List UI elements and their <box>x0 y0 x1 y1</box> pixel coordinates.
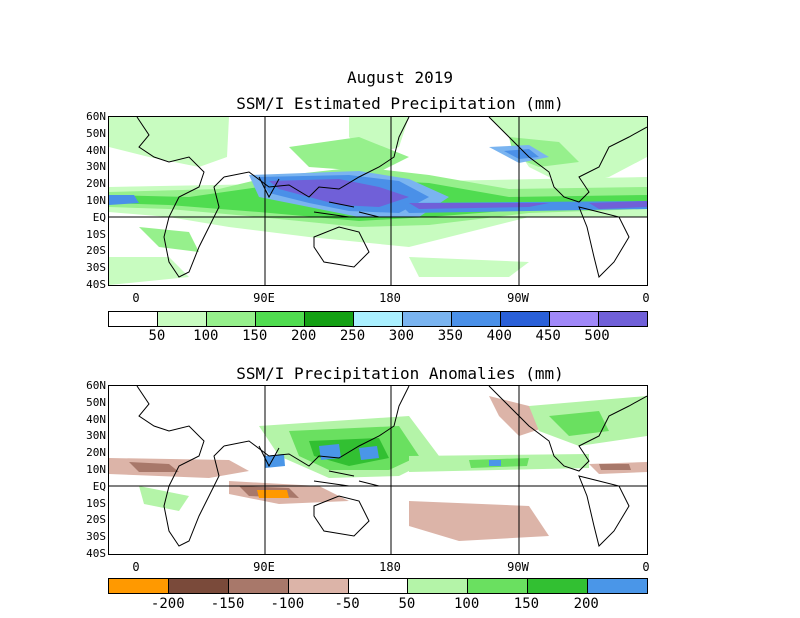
colorbar-swatch <box>403 312 452 326</box>
colorbar-swatch <box>109 579 169 593</box>
map2-lat-label: 10N <box>86 463 106 476</box>
map1-lat-label: EQ <box>92 210 106 224</box>
colorbar-swatch <box>168 579 229 593</box>
colorbar-swatch <box>599 312 647 326</box>
colorbar-swatch <box>288 579 349 593</box>
colorbar-label: 200 <box>290 328 317 344</box>
map2-lat-label: 40N <box>86 412 106 426</box>
colorbar-swatch <box>588 579 648 593</box>
colorbar-label: -100 <box>270 596 305 612</box>
map1-lat-label: 60N <box>86 110 106 123</box>
map1-title: SSM/I Estimated Precipitation (mm) <box>236 94 564 113</box>
colorbar-label: -200 <box>150 596 185 612</box>
map1-lon-label: 180 <box>379 291 401 305</box>
colorbar-label: -150 <box>210 596 245 612</box>
map1-lon-label: 0 <box>132 291 140 305</box>
map2-lat-label: 60N <box>86 379 106 392</box>
month-title: August 2019 <box>347 68 453 87</box>
colorbar-swatch <box>348 579 409 593</box>
colorbar-swatch <box>158 312 207 326</box>
colorbar-label: 50 <box>148 328 166 344</box>
map2-lat-label: 20S <box>86 513 106 527</box>
colorbar-label: -50 <box>334 596 360 612</box>
colorbar-swatch <box>354 312 403 326</box>
map1-lat-label: 10S <box>86 227 106 241</box>
colorbar-label: 400 <box>486 328 512 344</box>
map2-lat-label: 50N <box>86 395 106 409</box>
map1-lat-label: 50N <box>86 126 106 140</box>
colorbar-label: 100 <box>193 328 219 344</box>
anomaly-map <box>108 385 648 555</box>
map2-title: SSM/I Precipitation Anomalies (mm) <box>236 364 564 383</box>
map2-lat-label: 10S <box>86 496 106 510</box>
map2-lat-label: 40S <box>86 547 106 560</box>
colorbar-label: 100 <box>454 596 480 612</box>
map2-lon-label: 0 <box>132 560 140 574</box>
colorbar-label: 150 <box>242 328 268 344</box>
colorbar-label: 300 <box>388 328 415 344</box>
map1-lat-label: 20N <box>86 177 106 191</box>
colorbar-swatch <box>452 312 501 326</box>
colorbar-swatch <box>550 312 599 326</box>
colorbar-swatch <box>408 579 469 593</box>
anomaly-fields <box>109 396 647 541</box>
precip-fields <box>109 117 647 285</box>
precipitation-map <box>108 116 648 286</box>
map2-lat-label: EQ <box>92 479 106 493</box>
map1-lat-label: 30N <box>86 160 106 174</box>
map1-lat-label: 20S <box>86 244 106 258</box>
colorbar-swatch <box>256 312 305 326</box>
colorbar-label: 250 <box>339 328 366 344</box>
map2-lon-label: 180 <box>379 560 401 574</box>
grid-lines <box>109 117 647 285</box>
colorbar-label: 450 <box>535 328 561 344</box>
map1-lon-label: 90E <box>253 291 275 305</box>
colorbar-swatch <box>207 312 256 326</box>
colorbar-swatch <box>501 312 550 326</box>
map1-lat-label: 10N <box>86 194 106 207</box>
colorbar-label: 500 <box>584 328 610 344</box>
colorbar-label: 350 <box>437 328 463 344</box>
map2-lon-label: 90E <box>253 560 275 574</box>
map2-lon-label: 0 <box>642 560 650 574</box>
map1-lat-label: 40N <box>86 143 106 157</box>
precipitation-colorbar <box>108 311 648 327</box>
map2-lon-label: 90W <box>507 560 529 574</box>
colorbar-swatch <box>468 579 529 593</box>
map1-lat-label: 30S <box>86 261 106 275</box>
map2-lat-label: 30N <box>86 429 106 443</box>
map2-lat-label: 20N <box>86 446 106 460</box>
colorbar-swatch <box>109 312 158 326</box>
colorbar-swatch <box>228 579 289 593</box>
anomaly-colorbar <box>108 578 648 594</box>
colorbar-label: 50 <box>398 596 416 612</box>
map2-lat-label: 30S <box>86 530 106 544</box>
grid-lines <box>109 386 647 554</box>
colorbar-swatch <box>528 579 589 593</box>
map1-lat-label: 40S <box>86 278 106 291</box>
map1-lon-label: 0 <box>642 291 650 305</box>
colorbar-label: 150 <box>513 596 540 612</box>
colorbar-label: 200 <box>573 596 599 612</box>
map1-lon-label: 90W <box>507 291 529 305</box>
colorbar-swatch <box>305 312 354 326</box>
